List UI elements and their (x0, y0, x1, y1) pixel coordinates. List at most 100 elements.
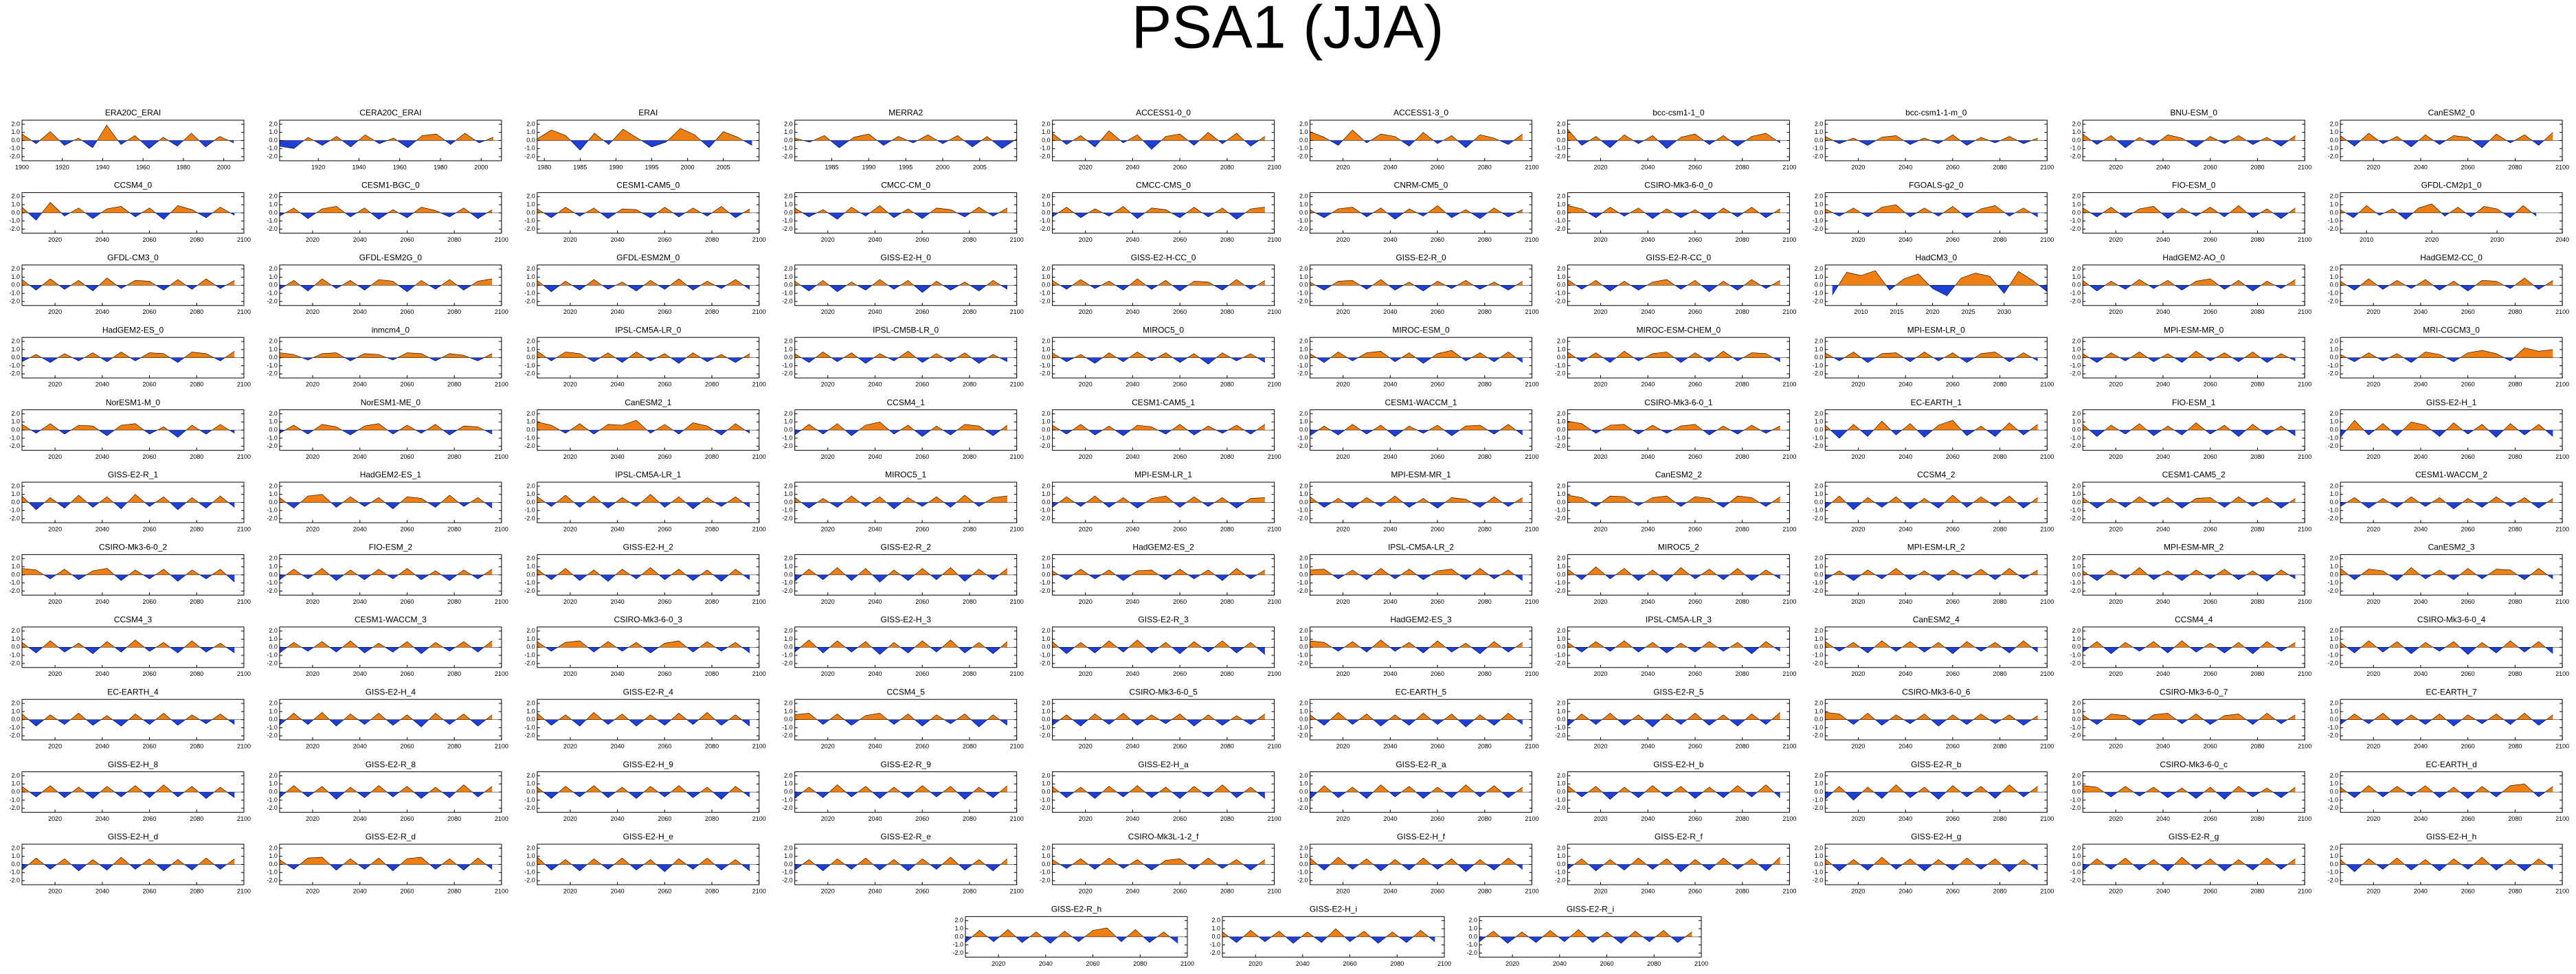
x-tick-label: 2100 (1268, 163, 1281, 170)
x-tick-label: 2020 (563, 598, 577, 605)
area-positive (794, 495, 1007, 503)
series-line (21, 202, 235, 220)
y-tick-label: -2.0 (1466, 949, 1477, 956)
y-tick-label: -2.0 (1040, 732, 1051, 739)
y-tick-label: -2.0 (267, 659, 278, 666)
y-tick-label: -1.0 (2070, 289, 2081, 296)
x-tick-label: 2060 (1173, 743, 1187, 750)
series-line (1052, 857, 1266, 871)
y-tick-label: 1.0 (2330, 128, 2339, 135)
y-tick-label: 1.0 (784, 418, 793, 425)
x-tick-label: 2080 (1993, 236, 2007, 243)
y-tick-label: -1.0 (1813, 434, 1824, 441)
area-negative (1825, 140, 2038, 146)
x-tick-label: 2020 (2109, 887, 2123, 894)
area-negative (279, 792, 493, 800)
x-tick-label: 2000 (474, 163, 488, 170)
y-tick-label: 0.0 (1557, 354, 1566, 361)
y-tick-label: 1.0 (269, 635, 278, 642)
x-tick-label: 2060 (1431, 453, 1444, 460)
x-tick-label: 2020 (563, 887, 577, 894)
x-tick-label: 1985 (825, 163, 839, 170)
y-tick-label: 2.0 (2072, 699, 2081, 706)
y-tick-label: -2.0 (1813, 225, 1824, 232)
y-tick-label: -1.0 (1555, 362, 1566, 369)
x-tick-label: 2100 (1525, 670, 1538, 677)
panel-title: HadGEM2-CC_0 (2420, 253, 2483, 262)
x-tick-label: 2040 (1641, 743, 1655, 750)
panel-title: GISS-E2-R_5 (1653, 687, 1704, 696)
x-tick-label: 2020 (2109, 453, 2123, 460)
panel-title: GFDL-ESM2G_0 (359, 253, 423, 262)
y-tick-label: -2.0 (782, 442, 793, 449)
x-tick-label: 2060 (2204, 236, 2217, 243)
area-positive (279, 133, 493, 141)
x-tick-label: 2100 (752, 525, 766, 532)
panel-title: GISS-E2-R_g (2169, 832, 2219, 841)
x-tick-label: 2080 (190, 887, 203, 894)
x-tick-label: 2100 (1268, 308, 1281, 315)
x-tick-label: 2100 (495, 525, 508, 532)
y-tick-label: 0.0 (11, 716, 20, 723)
x-tick-label: 2100 (2555, 381, 2569, 388)
y-tick-label: -2.0 (524, 659, 535, 666)
y-tick-label: 1.0 (1042, 635, 1051, 642)
series-line (21, 494, 235, 510)
panel-title: GFDL-ESM2M_0 (616, 253, 680, 262)
y-tick-label: 1.0 (1299, 707, 1308, 714)
x-tick-label: 2040 (1641, 163, 1655, 170)
x-tick-label: 2080 (1736, 453, 1749, 460)
y-tick-label: -2.0 (1040, 876, 1051, 883)
y-tick-label: -2.0 (1297, 152, 1308, 159)
y-tick-label: 0.0 (1299, 354, 1308, 361)
y-tick-label: 0.0 (11, 499, 20, 506)
x-tick-label: 2060 (1688, 381, 1702, 388)
x-tick-label: 2040 (1641, 525, 1655, 532)
x-tick-label: 2040 (2414, 163, 2428, 170)
x-tick-label: 2060 (1946, 743, 1960, 750)
x-tick-label: 2020 (2366, 815, 2380, 822)
x-tick-label: 2100 (1782, 453, 1796, 460)
area-positive (2083, 857, 2296, 865)
series-line (2340, 857, 2553, 872)
x-tick-label: 2020 (1336, 236, 1350, 243)
y-tick-label: -2.0 (1813, 876, 1824, 883)
y-tick-label: 1.0 (269, 780, 278, 787)
area-positive (2340, 784, 2553, 793)
y-tick-label: 2.0 (2072, 844, 2081, 851)
y-tick-label: 0.0 (2330, 282, 2339, 288)
y-tick-label: -1.0 (782, 869, 793, 876)
y-tick-label: -1.0 (1040, 507, 1051, 514)
y-tick-label: 1.0 (1557, 780, 1566, 787)
x-tick-label: 2100 (1782, 236, 1796, 243)
y-tick-label: -2.0 (782, 587, 793, 594)
y-tick-label: 1.0 (526, 201, 535, 207)
y-tick-label: -2.0 (782, 225, 793, 232)
y-tick-label: 0.0 (784, 282, 793, 288)
y-tick-label: -2.0 (524, 587, 535, 594)
x-tick-label: 2020 (1079, 453, 1093, 460)
y-tick-label: 1.0 (1299, 201, 1308, 207)
y-tick-label: -1.0 (1555, 145, 1566, 152)
x-tick-label: 2060 (143, 236, 157, 243)
y-tick-label: 1.0 (2330, 635, 2339, 642)
y-tick-label: -2.0 (1555, 732, 1566, 739)
x-tick-label: 2060 (1688, 525, 1702, 532)
y-tick-label: -1.0 (782, 434, 793, 441)
area-positive (1052, 424, 1265, 431)
x-tick-label: 2040 (869, 381, 882, 388)
y-tick-label: 0.0 (11, 354, 20, 361)
x-tick-label: 2060 (2461, 815, 2475, 822)
panel-title: EC-EARTH_7 (2426, 687, 2477, 696)
y-tick-label: -2.0 (1040, 225, 1051, 232)
